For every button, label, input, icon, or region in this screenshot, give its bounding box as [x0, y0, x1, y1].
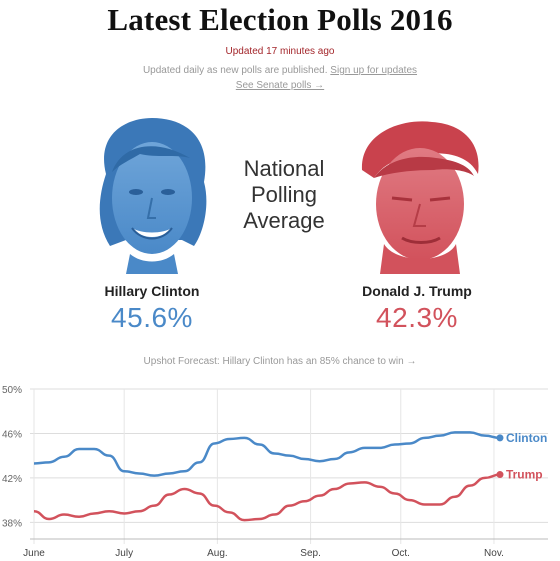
y-tick-label: 42%: [2, 474, 22, 485]
upshot-forecast-link[interactable]: Upshot Forecast: Hillary Clinton has an …: [143, 356, 417, 367]
series-line-clinton: [33, 431, 501, 477]
clinton-portrait: [99, 118, 207, 274]
x-tick-label: Sep.: [300, 548, 321, 559]
polling-chart: 50% 46% 42% 38% June July Aug. Sep. Oct. Nov. Clin…: [2, 385, 548, 559]
trump-percentage: 42.3%: [376, 302, 458, 333]
x-tick-label: Nov.: [484, 548, 504, 559]
series-label-clinton: Clinton: [506, 431, 547, 445]
national-label-line1: National: [243, 156, 325, 181]
series-line-trump: [33, 473, 501, 522]
series-endpoint-trump: [496, 471, 504, 479]
x-tick-label: Oct.: [392, 548, 410, 559]
page-title: Latest Election Polls 2016: [107, 2, 453, 37]
senate-polls-link[interactable]: See Senate polls →: [235, 80, 325, 91]
signup-link[interactable]: Sign up for updates: [330, 65, 418, 76]
x-tick-label: July: [115, 548, 133, 559]
update-info: Updated daily as new polls are published…: [0, 65, 560, 76]
national-polling-label: National Polling Average: [200, 156, 368, 234]
clinton-percentage: 45.6%: [111, 302, 193, 333]
x-tick-label: Aug.: [207, 548, 228, 559]
y-tick-label: 38%: [2, 518, 22, 529]
trump-portrait: [361, 121, 479, 274]
clinton-name: Hillary Clinton: [104, 283, 200, 299]
updated-timestamp: Updated 17 minutes ago: [225, 46, 335, 57]
series-label-trump: Trump: [506, 468, 543, 482]
series-endpoint-clinton: [496, 434, 504, 442]
national-label-line2: Polling: [250, 182, 318, 207]
national-label-line3: Average: [243, 208, 325, 233]
trump-name: Donald J. Trump: [362, 283, 472, 299]
update-info-text: Updated daily as new polls are published…: [142, 65, 328, 76]
x-tick-label: June: [23, 548, 45, 559]
y-tick-label: 46%: [2, 429, 22, 440]
y-tick-label: 50%: [2, 385, 22, 396]
